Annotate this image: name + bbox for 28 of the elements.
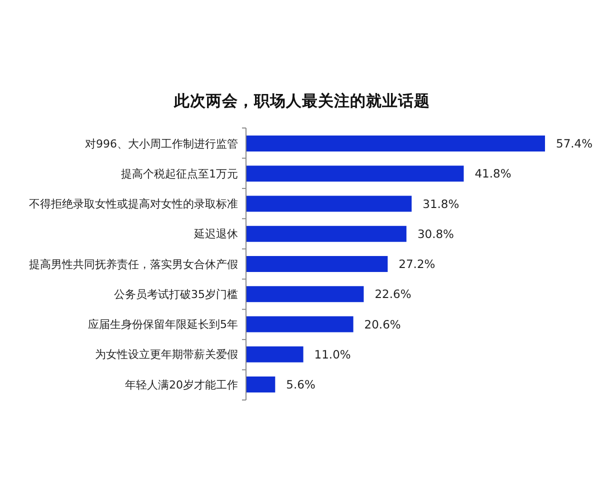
bar bbox=[246, 256, 388, 272]
bar bbox=[246, 286, 364, 302]
bar bbox=[246, 136, 545, 152]
bar bbox=[246, 196, 412, 212]
data-label: 30.8% bbox=[417, 226, 454, 241]
y-tick-label: 不得拒绝录取女性或提高对女性的录取标准 bbox=[29, 198, 238, 211]
data-label: 11.0% bbox=[314, 347, 351, 362]
bar bbox=[246, 376, 276, 392]
bar bbox=[246, 226, 406, 242]
data-label: 31.8% bbox=[422, 196, 460, 211]
y-tick-label: 年轻人满20岁才能工作 bbox=[125, 378, 238, 392]
chart-title: 此次两会，职场人最关注的就业话题 bbox=[173, 92, 430, 110]
y-tick-label: 公务员考试打破35岁门槛 bbox=[114, 288, 238, 301]
bar bbox=[246, 316, 354, 332]
y-tick-label: 应届生身份保留年限延长到5年 bbox=[88, 318, 238, 332]
y-tick-label: 对996、大小周工作制进行监管 bbox=[85, 137, 238, 150]
bar bbox=[246, 166, 464, 182]
data-label: 27.2% bbox=[398, 257, 436, 272]
data-label: 41.8% bbox=[474, 166, 512, 181]
y-tick-label: 提高个税起征点至1万元 bbox=[121, 167, 238, 180]
y-tick-label: 提高男性共同抚养责任，落实男女合休产假 bbox=[29, 258, 238, 271]
data-label: 22.6% bbox=[374, 287, 412, 302]
bar bbox=[246, 346, 304, 362]
y-tick-label: 为女性设立更年期带薪关爱假 bbox=[95, 348, 238, 362]
data-label: 5.6% bbox=[286, 378, 316, 392]
y-tick-label: 延迟退休 bbox=[193, 228, 238, 241]
data-label: 57.4% bbox=[556, 136, 593, 151]
data-label: 20.6% bbox=[364, 317, 401, 332]
